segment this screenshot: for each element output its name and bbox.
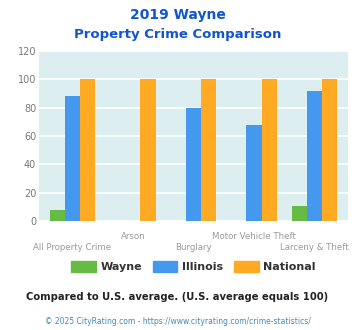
- Bar: [141, 80, 155, 221]
- Bar: [246, 125, 262, 221]
- Bar: [292, 206, 307, 221]
- Bar: [80, 80, 95, 221]
- Bar: [322, 80, 337, 221]
- Text: Larceny & Theft: Larceny & Theft: [280, 243, 349, 252]
- Text: © 2025 CityRating.com - https://www.cityrating.com/crime-statistics/: © 2025 CityRating.com - https://www.city…: [45, 317, 310, 326]
- Bar: [201, 80, 216, 221]
- Text: 2019 Wayne: 2019 Wayne: [130, 8, 225, 22]
- Bar: [307, 91, 322, 221]
- Text: Motor Vehicle Theft: Motor Vehicle Theft: [212, 232, 296, 241]
- Legend: Wayne, Illinois, National: Wayne, Illinois, National: [67, 257, 320, 277]
- Bar: [262, 80, 277, 221]
- Text: All Property Crime: All Property Crime: [33, 243, 111, 252]
- Bar: [65, 96, 80, 221]
- Text: Compared to U.S. average. (U.S. average equals 100): Compared to U.S. average. (U.S. average …: [26, 292, 329, 302]
- Bar: [50, 210, 65, 221]
- Text: Arson: Arson: [121, 232, 145, 241]
- Text: Burglary: Burglary: [175, 243, 212, 252]
- Bar: [186, 108, 201, 221]
- Text: Property Crime Comparison: Property Crime Comparison: [74, 28, 281, 41]
